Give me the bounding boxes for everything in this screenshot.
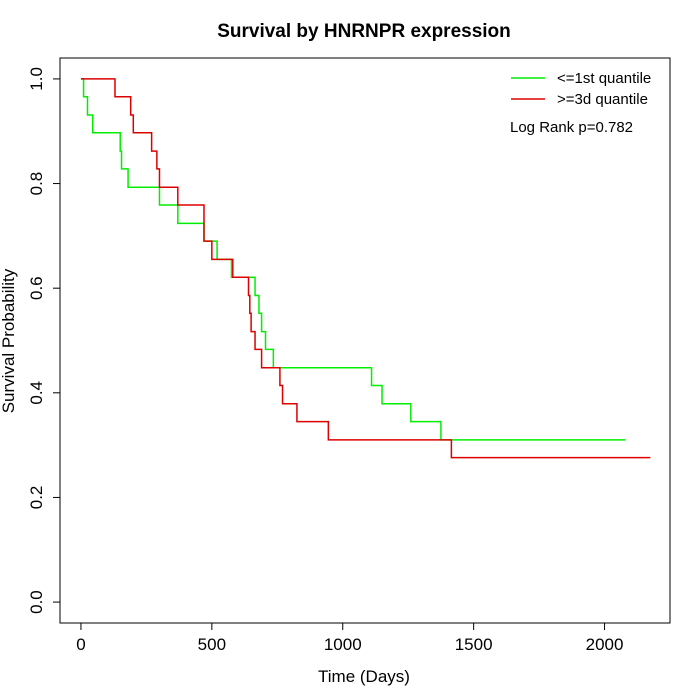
y-tick-label: 0.8 xyxy=(27,172,46,196)
x-tick-label: 2000 xyxy=(586,635,624,654)
log-rank-annotation: Log Rank p=0.782 xyxy=(510,119,633,136)
legend-label-low: <=1st quantile xyxy=(557,70,651,87)
y-axis: 0.0 0.2 0.4 0.6 0.8 1.0 xyxy=(27,67,61,614)
x-tick-label: 1500 xyxy=(455,635,493,654)
y-tick-label: 1.0 xyxy=(27,67,46,91)
series-layer xyxy=(80,78,651,459)
y-axis-label: Survival Probability xyxy=(0,268,18,413)
x-tick-label: 0 xyxy=(76,635,85,654)
x-tick-label: 500 xyxy=(198,635,226,654)
x-axis: 0 500 1000 1500 2000 xyxy=(76,622,624,654)
y-tick-label: 0.6 xyxy=(27,276,46,300)
survival-curve-high xyxy=(80,78,651,459)
x-axis-label: Time (Days) xyxy=(318,667,410,686)
y-tick-label: 0.0 xyxy=(27,590,46,614)
x-tick-label: 1000 xyxy=(324,635,362,654)
chart-title: Survival by HNRNPR expression xyxy=(217,21,511,42)
legend: <=1st quantile >=3d quantile xyxy=(511,70,651,108)
y-tick-label: 0.4 xyxy=(27,381,46,405)
legend-label-high: >=3d quantile xyxy=(557,91,648,108)
y-tick-label: 0.2 xyxy=(27,486,46,510)
